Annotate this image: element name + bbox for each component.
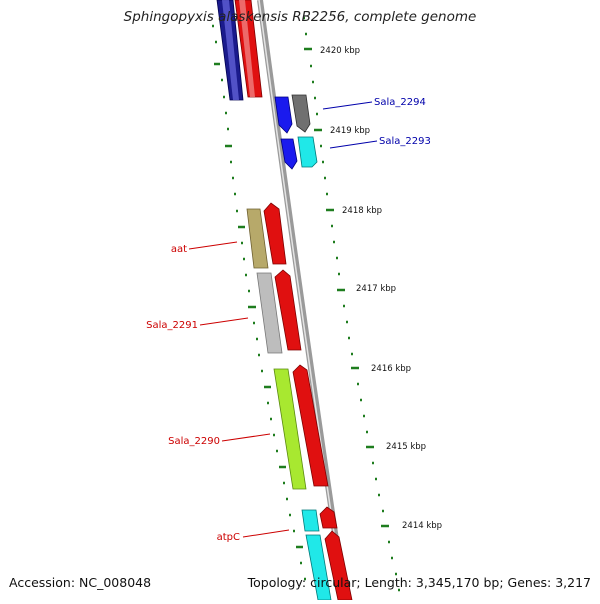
leader-line (199, 317, 249, 326)
gene-arrow[interactable] (274, 269, 302, 351)
kbp-label: 2414 kbp (402, 521, 442, 531)
gene-arrow[interactable] (222, 0, 239, 100)
gene-arrow[interactable] (263, 202, 287, 265)
kbp-label: 2415 kbp (386, 442, 426, 452)
accession-text: Accession: NC_008048 (9, 575, 152, 590)
leader-line (221, 433, 271, 442)
kbp-label: 2420 kbp (320, 46, 360, 56)
gene-arrow-atpC[interactable] (301, 509, 320, 532)
gene-arrow-sala-2293[interactable] (280, 138, 298, 170)
leader-line (242, 529, 290, 538)
leader-line (188, 241, 238, 250)
gene-arrow[interactable] (292, 364, 329, 487)
kbp-label: 2416 kbp (371, 364, 411, 374)
kbp-label: 2419 kbp (330, 126, 370, 136)
gene-arrow-sala-2290[interactable] (273, 368, 307, 490)
kbp-label: 2418 kbp (342, 206, 382, 216)
gene-arrow-sala-2291[interactable] (256, 272, 283, 354)
gene-arrow[interactable] (319, 506, 338, 529)
gene-label[interactable]: Sala_2291 (146, 320, 198, 331)
gene-label[interactable]: Sala_2290 (168, 436, 220, 447)
leader-line (322, 101, 373, 110)
gene-label[interactable]: aat (171, 244, 187, 255)
leader-line (329, 140, 378, 149)
gene-label[interactable]: Sala_2294 (374, 97, 426, 108)
gene-arrow[interactable] (239, 0, 255, 97)
gene-label[interactable]: atpC (217, 532, 240, 543)
genome-title: Sphingopyxis alaskensis RB2256, complete… (123, 9, 477, 25)
gene-arrow[interactable] (291, 94, 311, 133)
gene-arrow[interactable] (324, 530, 353, 601)
kbp-label: 2417 kbp (356, 284, 396, 294)
gene-arrow[interactable] (297, 136, 318, 168)
gene-label[interactable]: Sala_2293 (379, 136, 431, 147)
gene-arrow-sala-2294[interactable] (274, 96, 293, 134)
outer-tick-ring (303, 16, 400, 592)
gene-arrow-aat[interactable] (246, 208, 269, 269)
inner-tick-ring (212, 24, 306, 581)
topology-text: Topology: circular; Length: 3,345,170 bp… (247, 575, 591, 590)
